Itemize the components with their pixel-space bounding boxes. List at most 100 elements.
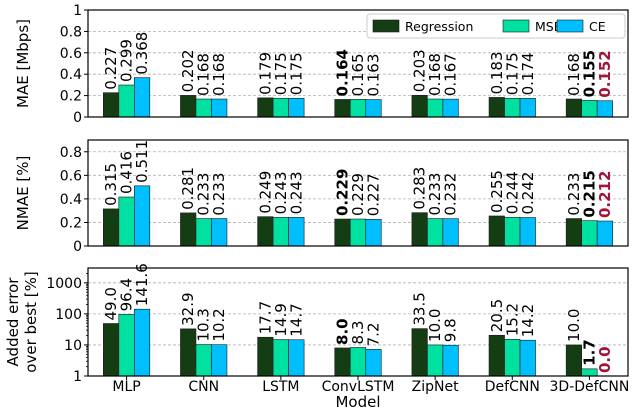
x-tick-label: ZipNet — [412, 379, 459, 395]
y-tick-label: 100 — [55, 307, 82, 323]
y-tick-label: 1 — [73, 3, 82, 19]
data-label: 0.227 — [102, 47, 120, 90]
data-label: 0.416 — [118, 151, 136, 194]
y-tick-label: 0.4 — [60, 67, 82, 83]
data-label: 0.229 — [334, 169, 352, 216]
bar-mse-mlp — [118, 196, 135, 247]
bar-ce-cnn — [211, 344, 228, 377]
legend-label-ce: CE — [589, 19, 606, 34]
legend-swatch-ce — [556, 19, 584, 33]
y-tick-label: 0 — [73, 239, 82, 255]
bar-regression-3d-defcnn — [565, 98, 582, 118]
bar-mse-zipnet — [427, 218, 444, 247]
y-tick-label: 0.8 — [60, 24, 82, 40]
x-axis-label: Model — [335, 393, 380, 411]
bar-ce-lstm — [288, 217, 305, 247]
panel-nmae: 00.20.40.60.80.3150.4160.5110.2810.2330.… — [14, 139, 629, 255]
data-label: 0.233 — [426, 173, 444, 216]
x-tick-label: ConvLSTM — [322, 379, 395, 395]
bar-ce-convlstm — [365, 349, 382, 377]
data-label: 0.174 — [519, 52, 537, 95]
bar-ce-cnn — [211, 98, 228, 118]
x-tick-label: CNN — [188, 379, 219, 395]
x-tick-label: DefCNN — [485, 379, 540, 395]
data-label: 0.233 — [565, 173, 583, 216]
data-label: 10.3 — [195, 308, 213, 341]
bar-regression-convlstm — [334, 218, 351, 247]
bar-ce-zipnet — [442, 344, 459, 377]
bar-mse-cnn — [195, 218, 212, 247]
legend-swatch-regression — [372, 19, 400, 33]
bar-regression-zipnet — [411, 94, 428, 118]
data-label: 0.168 — [426, 53, 444, 96]
data-label: 15.2 — [503, 303, 521, 336]
bar-mse-convlstm — [349, 218, 367, 247]
y-tick-label: 0.4 — [60, 192, 82, 208]
data-label: 0.233 — [210, 173, 228, 216]
data-label: 141.6 — [133, 263, 151, 306]
y-tick-label: 1000 — [46, 276, 82, 292]
data-label: 0.215 — [580, 170, 598, 217]
bar-ce-convlstm — [365, 218, 382, 247]
data-label: 0.229 — [349, 173, 367, 216]
data-label: 0.175 — [287, 52, 305, 95]
y-tick-label: 0.6 — [60, 46, 82, 62]
data-label: 0.227 — [365, 173, 383, 216]
x-tick-label: MLP — [112, 379, 140, 395]
data-label: 10.2 — [210, 308, 228, 341]
data-label: 0.212 — [596, 171, 614, 218]
data-label: 7.2 — [365, 323, 383, 347]
bar-mse-convlstm — [349, 99, 367, 118]
bar-regression-cnn — [180, 212, 197, 247]
bar-mse-cnn — [195, 344, 212, 377]
data-label: 0.315 — [102, 163, 120, 206]
data-label: 0.368 — [133, 32, 151, 75]
bar-regression-convlstm — [334, 347, 351, 377]
bar-regression-lstm — [257, 336, 274, 377]
bar-mse-3d-defcnn — [581, 220, 598, 247]
data-label: 0.281 — [179, 167, 197, 210]
bar-ce-3d-defcnn — [596, 100, 613, 118]
bar-regression-zipnet — [411, 212, 428, 247]
bar-regression-mlp — [103, 208, 120, 247]
plot-frame — [87, 139, 629, 247]
bar-ce-3d-defcnn — [596, 220, 613, 247]
bar-regression-3d-defcnn — [565, 344, 582, 377]
plot-frame — [87, 9, 629, 118]
data-label: 0.0 — [596, 346, 614, 373]
data-label: 9.8 — [442, 318, 460, 342]
y-tick-label: 0.6 — [60, 168, 82, 184]
data-label: 0.163 — [365, 54, 383, 97]
bar-ce-defcnn — [519, 98, 536, 118]
bar-mse-defcnn — [504, 97, 521, 118]
bar-mse-3d-defcnn — [581, 100, 598, 118]
bar-regression-3d-defcnn — [565, 218, 582, 247]
bar-ce-lstm — [288, 97, 305, 118]
bar-mse-zipnet — [427, 98, 444, 118]
data-label: 0.511 — [133, 140, 151, 183]
data-label: 0.175 — [272, 52, 290, 95]
data-label: 0.168 — [565, 53, 583, 96]
bar-ce-zipnet — [442, 218, 459, 247]
data-label: 0.233 — [195, 173, 213, 216]
bar-ce-mlp — [134, 308, 151, 377]
data-label: 10.0 — [426, 309, 444, 342]
bar-mse-zipnet — [427, 344, 444, 377]
data-label: 96.4 — [118, 278, 136, 311]
data-label: 32.9 — [179, 292, 197, 325]
legend-swatch-mse — [502, 19, 530, 33]
y-tick-label: 0.2 — [60, 215, 82, 231]
data-label: 0.244 — [503, 171, 521, 214]
bar-mse-lstm — [272, 97, 289, 118]
data-label: 0.164 — [334, 49, 352, 96]
legend: Regression MSE CE — [366, 13, 626, 39]
data-label: 0.155 — [580, 50, 598, 97]
data-label: 10.0 — [565, 309, 583, 342]
bar-regression-cnn — [180, 328, 197, 377]
data-label: 0.202 — [179, 49, 197, 92]
y-axis-label: over best [%] — [22, 271, 40, 372]
data-label: 0.165 — [349, 53, 367, 96]
y-tick-label: 0 — [73, 110, 82, 126]
